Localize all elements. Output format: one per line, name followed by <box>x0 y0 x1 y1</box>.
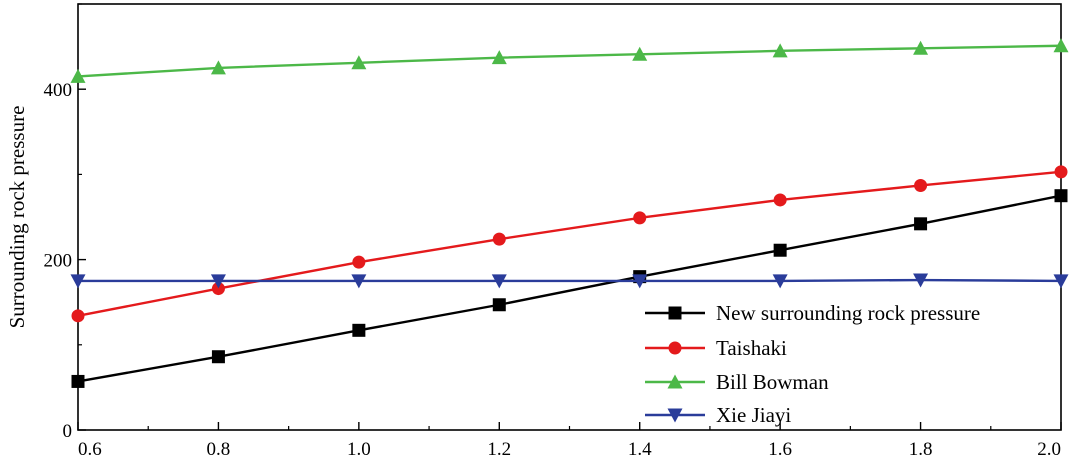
data-point <box>70 274 86 289</box>
data-point <box>491 274 507 289</box>
data-point <box>914 217 928 231</box>
x-axis: 0.6 0.8 1.0 1.2 1.4 1.6 1.8 2.0 <box>77 422 1062 460</box>
data-point <box>773 193 787 207</box>
data-point <box>351 274 367 289</box>
data-point <box>71 309 85 323</box>
data-point <box>210 60 226 75</box>
x-tick-label: 1.0 <box>347 439 371 459</box>
y-tick-label: 200 <box>44 251 73 272</box>
y-axis: 0 200 400 <box>44 3 86 442</box>
data-point <box>351 55 367 70</box>
legend-label: Taishaki <box>716 336 787 360</box>
x-tick-label: 1.6 <box>768 439 792 459</box>
series-3 <box>70 38 1069 83</box>
legend-label: Bill Bowman <box>716 370 829 394</box>
data-point <box>211 350 225 364</box>
data-point <box>773 243 787 257</box>
data-point <box>772 274 788 289</box>
legend-marker <box>668 341 682 355</box>
series-line <box>77 44 1062 78</box>
data-point <box>210 274 226 289</box>
data-point <box>913 40 929 55</box>
data-point <box>772 43 788 58</box>
y-axis-title: Surrounding rock pressure <box>5 106 29 329</box>
legend: New surrounding rock pressure Taishaki Bil… <box>645 301 980 427</box>
data-point <box>632 46 648 61</box>
x-tick-label: 1.4 <box>628 439 652 459</box>
series-2 <box>71 165 1068 323</box>
legend-marker <box>668 306 682 320</box>
data-point <box>914 178 928 192</box>
series-layer <box>70 38 1069 388</box>
data-point <box>633 211 647 225</box>
legend-item: New surrounding rock pressure <box>645 301 980 325</box>
legend-marker <box>667 374 683 389</box>
series-line <box>78 278 1062 283</box>
data-point <box>491 50 507 65</box>
data-point <box>352 323 366 337</box>
data-point <box>1054 165 1068 179</box>
data-point <box>1053 38 1069 53</box>
data-point <box>352 255 366 269</box>
legend-item: Xie Jiayi <box>645 403 791 427</box>
data-point <box>71 374 85 388</box>
data-point <box>632 274 648 289</box>
legend-item: Taishaki <box>645 336 787 360</box>
legend-label: New surrounding rock pressure <box>716 301 980 325</box>
data-point <box>1053 274 1069 289</box>
series-line <box>77 194 1062 383</box>
series-4 <box>70 273 1069 289</box>
legend-label: Xie Jiayi <box>716 403 791 427</box>
x-tick-label: 2.0 <box>1037 439 1061 459</box>
data-point <box>211 282 225 296</box>
data-point <box>1054 189 1068 203</box>
series-line <box>77 170 1062 318</box>
plot-area <box>77 3 1062 431</box>
legend-marker <box>667 408 683 423</box>
series-1 <box>71 189 1068 388</box>
y-tick-label: 400 <box>44 80 73 101</box>
data-point <box>913 273 929 288</box>
data-point <box>70 68 86 83</box>
data-point <box>492 232 506 246</box>
legend-item: Bill Bowman <box>645 370 829 394</box>
data-point <box>492 298 506 312</box>
y-tick-label: 0 <box>63 421 73 442</box>
x-tick-label: 1.2 <box>487 439 511 459</box>
x-tick-label: 0.8 <box>207 439 231 459</box>
x-tick-label: 1.8 <box>909 439 933 459</box>
x-tick-label: 0.6 <box>78 439 102 459</box>
